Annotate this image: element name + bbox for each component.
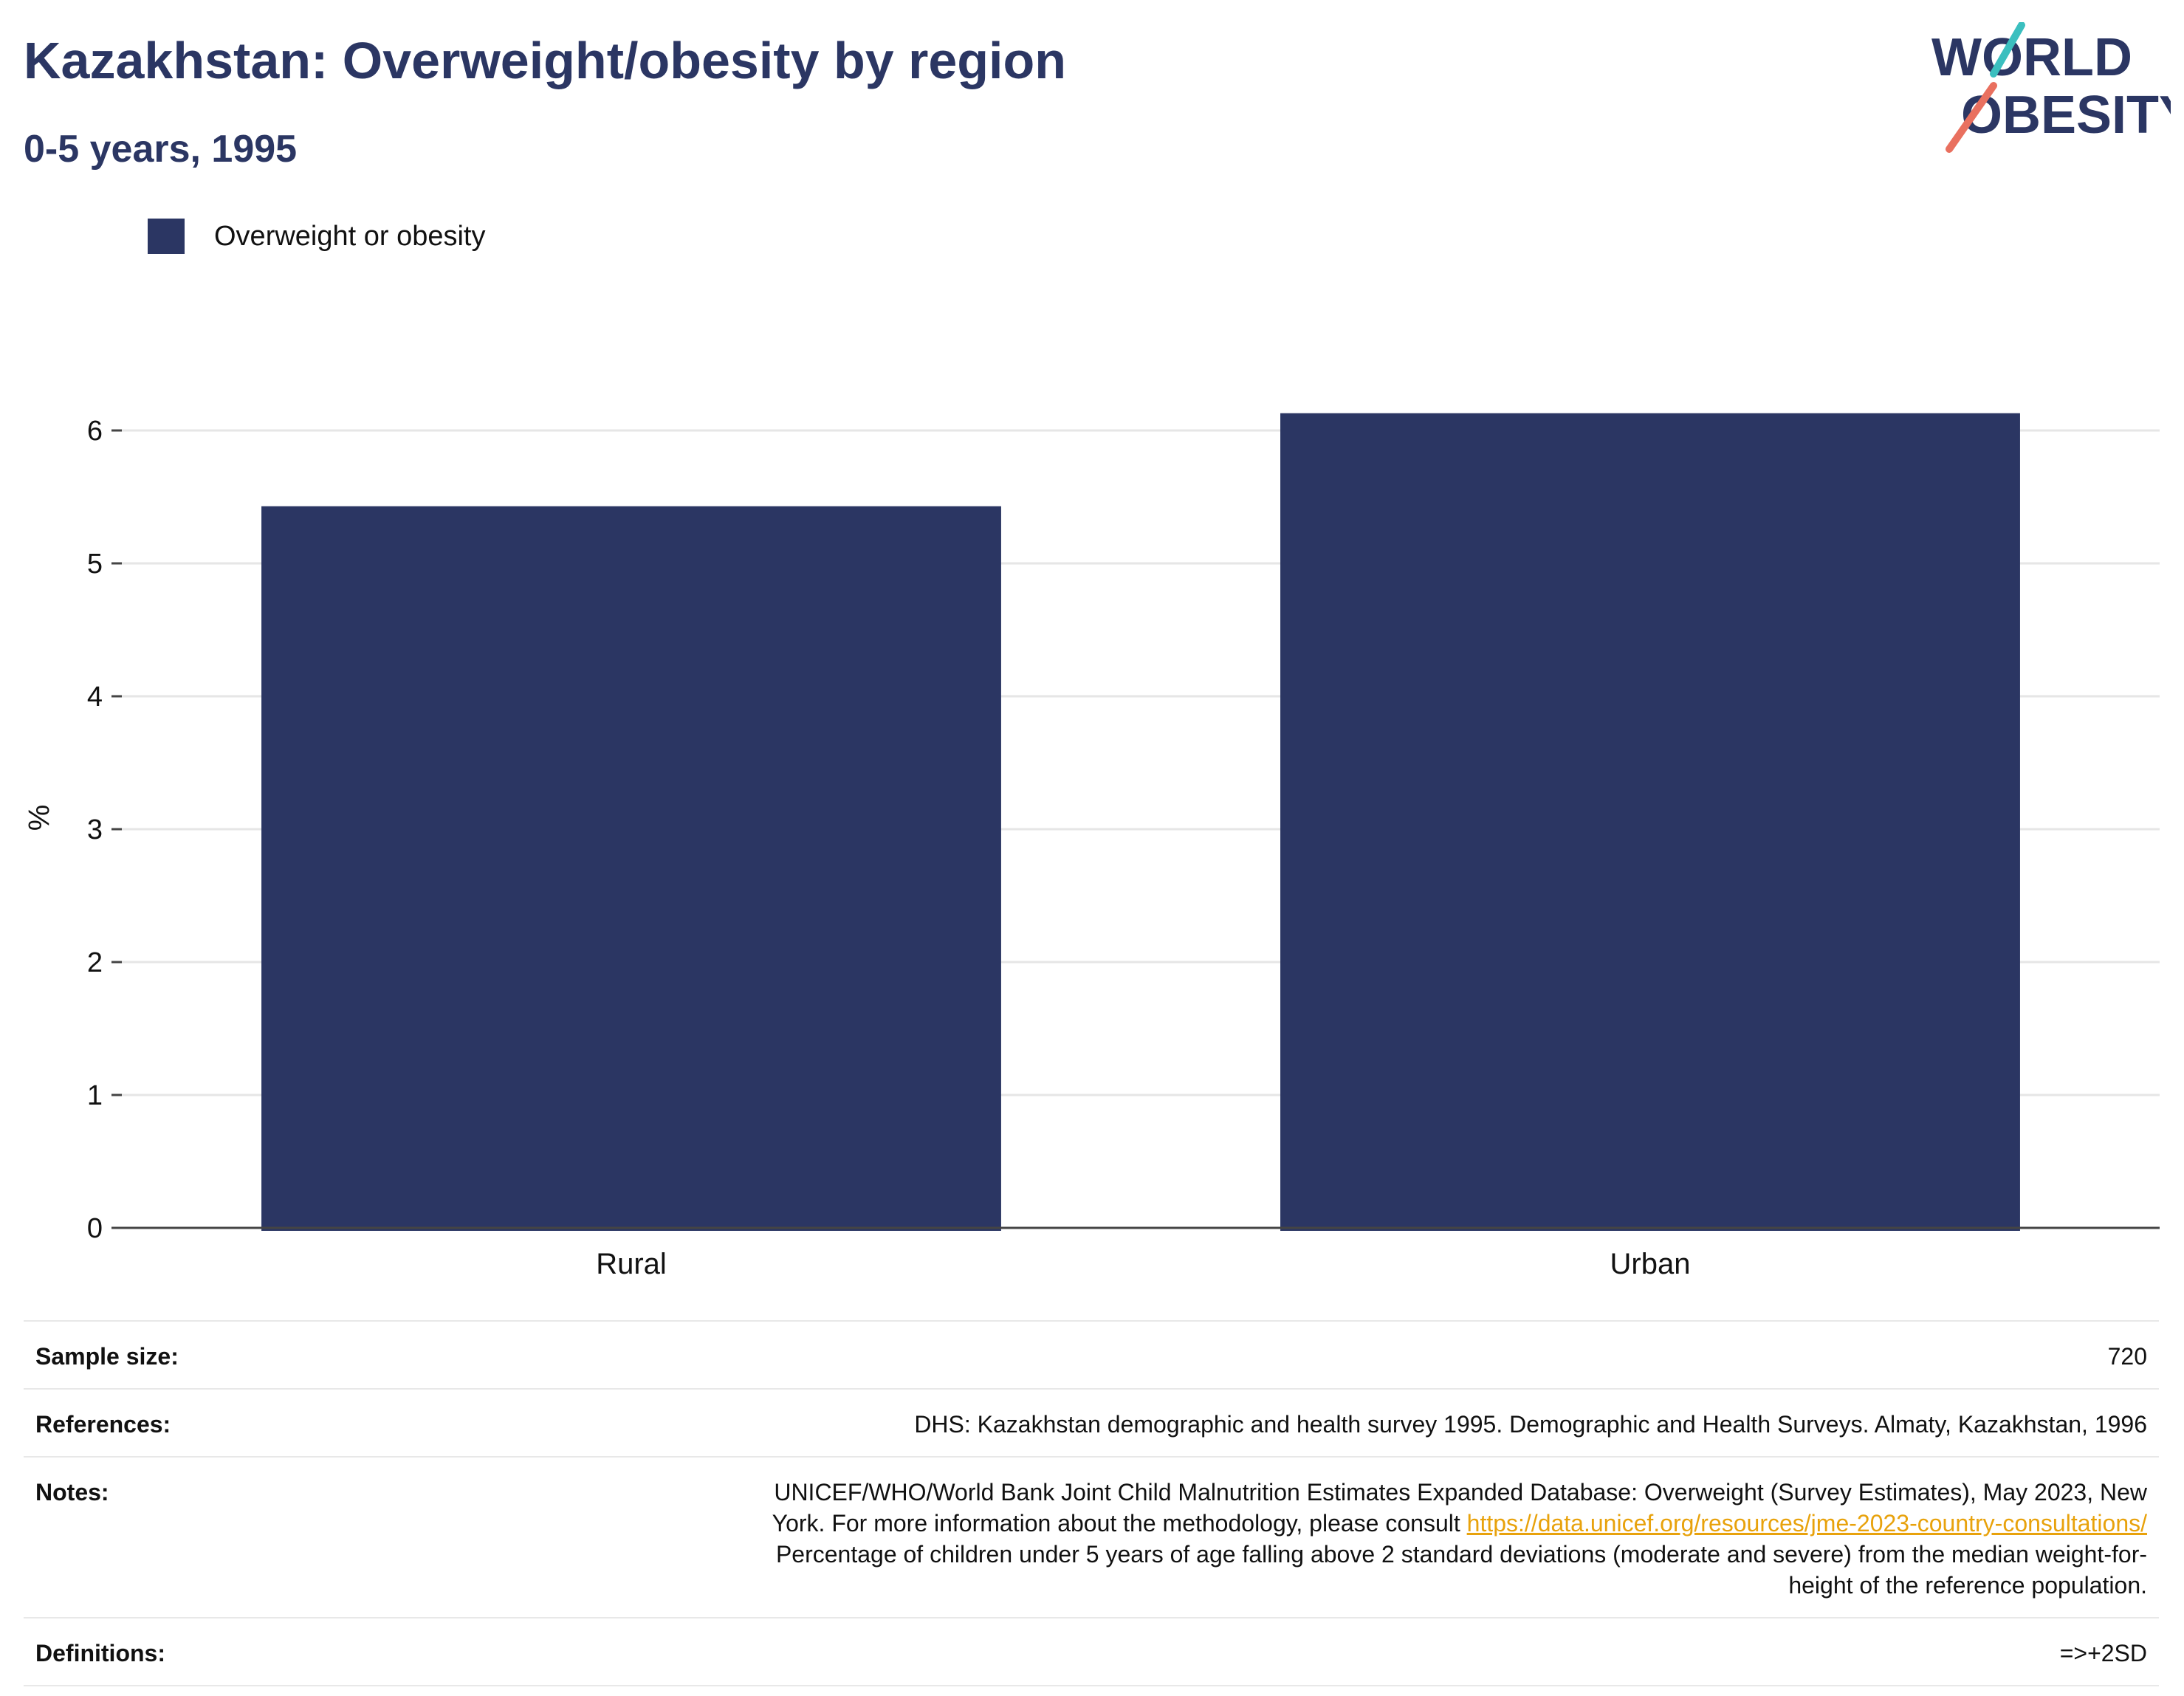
x-tick-label-rural: Rural [596,1248,667,1280]
x-tick-labels: Rural Urban [596,1248,1690,1280]
info-row-references: References: DHS: Kazakhstan demographic … [24,1390,2159,1458]
x-tick-label-urban: Urban [1610,1248,1691,1280]
references-value: DHS: Kazakhstan demographic and health s… [914,1411,2147,1438]
bar-urban [1280,413,2020,1231]
y-tick-label: 3 [87,814,103,845]
y-tick-label: 1 [87,1080,103,1111]
logo-text-world: WORLD [1931,28,2132,87]
logo-text-obesity: OBESITY [1961,86,2171,145]
y-tick-label: 6 [87,416,103,447]
methodology-link[interactable]: https://data.unicef.org/resources/jme-20… [1466,1510,2147,1537]
logo-slash-teal [1990,22,2025,78]
definitions-value: =>+2SD [2059,1640,2147,1666]
bar-rural [261,506,1001,1231]
legend-swatch [148,219,185,254]
references-label: References: [35,1411,171,1438]
notes-label: Notes: [35,1479,109,1506]
bars [261,413,2020,1231]
notes-line-1: UNICEF/WHO/World Bank Joint Child Malnut… [774,1479,2147,1506]
notes-line-4: height of the reference population. [1788,1572,2147,1599]
notes-value: UNICEF/WHO/World Bank Joint Child Malnut… [772,1477,2147,1601]
y-tick-labels: 0 1 2 3 4 5 6 [87,416,122,1244]
info-table: Sample size: 720 References: DHS: Kazakh… [24,1320,2159,1686]
sample-size-label: Sample size: [35,1343,179,1370]
chart-title: Kazakhstan: Overweight/obesity by region [24,32,1066,89]
notes-line-3: Percentage of children under 5 years of … [775,1541,2147,1568]
sample-size-value: 720 [2107,1343,2147,1370]
chart-subtitle: 0-5 years, 1995 [24,128,298,171]
y-tick-label: 2 [87,947,103,978]
info-row-definitions: Definitions: =>+2SD [24,1618,2159,1686]
world-obesity-logo: WORLD OBESITY [1931,22,2171,153]
info-row-notes: Notes: UNICEF/WHO/World Bank Joint Child… [24,1458,2159,1618]
notes-line-2: York. For more information about the met… [772,1508,2147,1539]
chart-legend[interactable]: Overweight or obesity [148,219,486,254]
logo-slash-coral [1946,82,1997,153]
notes-line-2-prefix: York. For more information about the met… [772,1510,1460,1537]
legend-label: Overweight or obesity [214,220,486,252]
bar-chart: 0 1 2 3 4 5 6 Rural Urban [87,413,2160,1280]
y-tick-label: 4 [87,682,103,713]
y-tick-label: 0 [87,1213,103,1244]
info-row-sample-size: Sample size: 720 [24,1322,2159,1390]
y-tick-label: 5 [87,549,103,580]
definitions-label: Definitions: [35,1640,165,1666]
